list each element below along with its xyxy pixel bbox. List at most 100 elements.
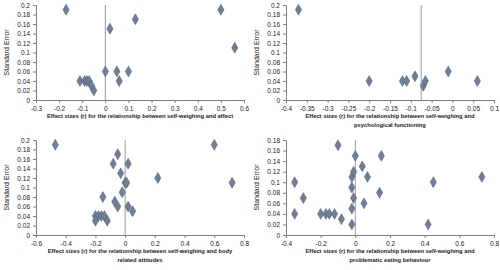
tick-label: 0.2 — [21, 137, 30, 144]
tick-mark — [369, 100, 370, 103]
point — [155, 173, 161, 184]
tick-label: 0 — [26, 232, 30, 239]
panel: 00.020.040.060.080.10.120.140.160.180.2-… — [253, 2, 499, 128]
tick-mark — [473, 100, 474, 103]
tick-label: 0.12 — [267, 40, 280, 47]
tick: 0.12 — [17, 40, 36, 47]
tick: 0.06 — [17, 68, 36, 75]
tick-mark — [494, 235, 495, 238]
tick: 0.14 — [17, 30, 36, 37]
tick-label: 0.2 — [148, 105, 157, 112]
tick: 0.2 — [271, 2, 286, 9]
tick-mark — [283, 224, 286, 225]
point — [132, 14, 138, 25]
point — [350, 193, 356, 204]
tick-label: 0.12 — [17, 175, 30, 182]
tick-label: 0.08 — [17, 194, 30, 201]
tick-label: -0.15 — [383, 105, 398, 112]
x-axis-title: related attitudes — [118, 257, 163, 263]
tick: 0.04 — [17, 78, 36, 85]
tick-label: -0.4 — [61, 240, 73, 247]
tick: 0.8 — [240, 235, 249, 247]
tick-mark — [286, 235, 287, 238]
tick: 0.02 — [267, 221, 286, 228]
point — [92, 215, 98, 226]
tick: 0.14 — [267, 30, 286, 37]
tick-mark — [33, 24, 36, 25]
tick-label: 0.02 — [17, 222, 30, 229]
tick-mark — [283, 193, 286, 194]
point — [359, 161, 365, 172]
tick: -0.05 — [425, 100, 440, 112]
tick-label: -0.4 — [281, 240, 293, 247]
tick: 0.04 — [267, 78, 286, 85]
tick-mark — [33, 5, 36, 6]
tick-mark — [283, 182, 286, 183]
tick-mark — [283, 15, 286, 16]
tick: 0.18 — [267, 137, 286, 144]
x-axis-title: Effect sizes (r) for the relationship be… — [47, 113, 233, 119]
tick-mark — [82, 100, 83, 103]
tick-mark — [283, 140, 286, 141]
tick: -0.3 — [31, 100, 43, 112]
tick: -0.2 — [364, 100, 376, 112]
tick-label: 0.08 — [17, 59, 30, 66]
tick-label: 0.02 — [17, 87, 30, 94]
tick: 0.1 — [271, 179, 286, 186]
tick-mark — [33, 62, 36, 63]
point — [52, 139, 58, 150]
tick: 0.16 — [17, 156, 36, 163]
tick-mark — [283, 214, 286, 215]
tick-label: 0.8 — [490, 240, 499, 247]
tick: -0.2 — [90, 235, 102, 247]
tick: 0.16 — [267, 21, 286, 28]
tick-mark — [244, 100, 245, 103]
tick-label: 0.14 — [17, 30, 30, 37]
axis-line — [283, 141, 287, 236]
x-axis-title: Effect sizes (r) for the relationship be… — [305, 248, 475, 254]
tick-mark — [128, 100, 129, 103]
tick: 0.6 — [210, 235, 219, 247]
tick-mark — [33, 34, 36, 35]
tick-mark — [283, 151, 286, 152]
point — [123, 177, 129, 188]
tick-label: 0.6 — [210, 240, 219, 247]
x-axis: -0.3-0.2-0.100.10.20.30.40.50.6 — [31, 100, 249, 112]
tick-label: -0.25 — [341, 105, 356, 112]
tick-label: -0.3 — [31, 105, 43, 112]
tick-mark — [95, 235, 96, 238]
axis-line — [37, 101, 245, 104]
y-axis-title: Standard Error — [3, 164, 10, 211]
point — [422, 76, 428, 87]
tick-label: 0.18 — [267, 137, 280, 144]
point — [211, 139, 217, 150]
tick-mark — [494, 100, 495, 103]
tick: 0.2 — [148, 100, 157, 112]
tick-mark — [283, 62, 286, 63]
tick: 0.2 — [21, 137, 36, 144]
tick-mark — [33, 216, 36, 217]
tick-label: 0 — [104, 105, 108, 112]
tick-label: 0.12 — [267, 168, 280, 175]
plot-area — [52, 139, 235, 235]
point — [292, 208, 298, 219]
tick-label: 0.12 — [17, 40, 30, 47]
point — [232, 42, 238, 53]
tick-mark — [390, 100, 391, 103]
point — [125, 66, 131, 77]
tick-label: -0.2 — [316, 240, 328, 247]
tick-label: 0.2 — [151, 240, 160, 247]
tick-label: -0.05 — [425, 105, 440, 112]
tick: 0.12 — [17, 175, 36, 182]
tick: 0.1 — [271, 49, 286, 56]
tick: 0 — [276, 232, 286, 239]
tick-mark — [33, 43, 36, 44]
tick-label: 0.6 — [455, 240, 464, 247]
tick: 0 — [26, 97, 36, 104]
tick: 0.8 — [490, 235, 499, 247]
tick: 0.06 — [267, 200, 286, 207]
tick: -0.3 — [322, 100, 334, 112]
x-axis-title: Effect sizes (r) for the relationship be… — [305, 113, 475, 119]
tick: 0.18 — [17, 146, 36, 153]
tick: 0.12 — [267, 40, 286, 47]
